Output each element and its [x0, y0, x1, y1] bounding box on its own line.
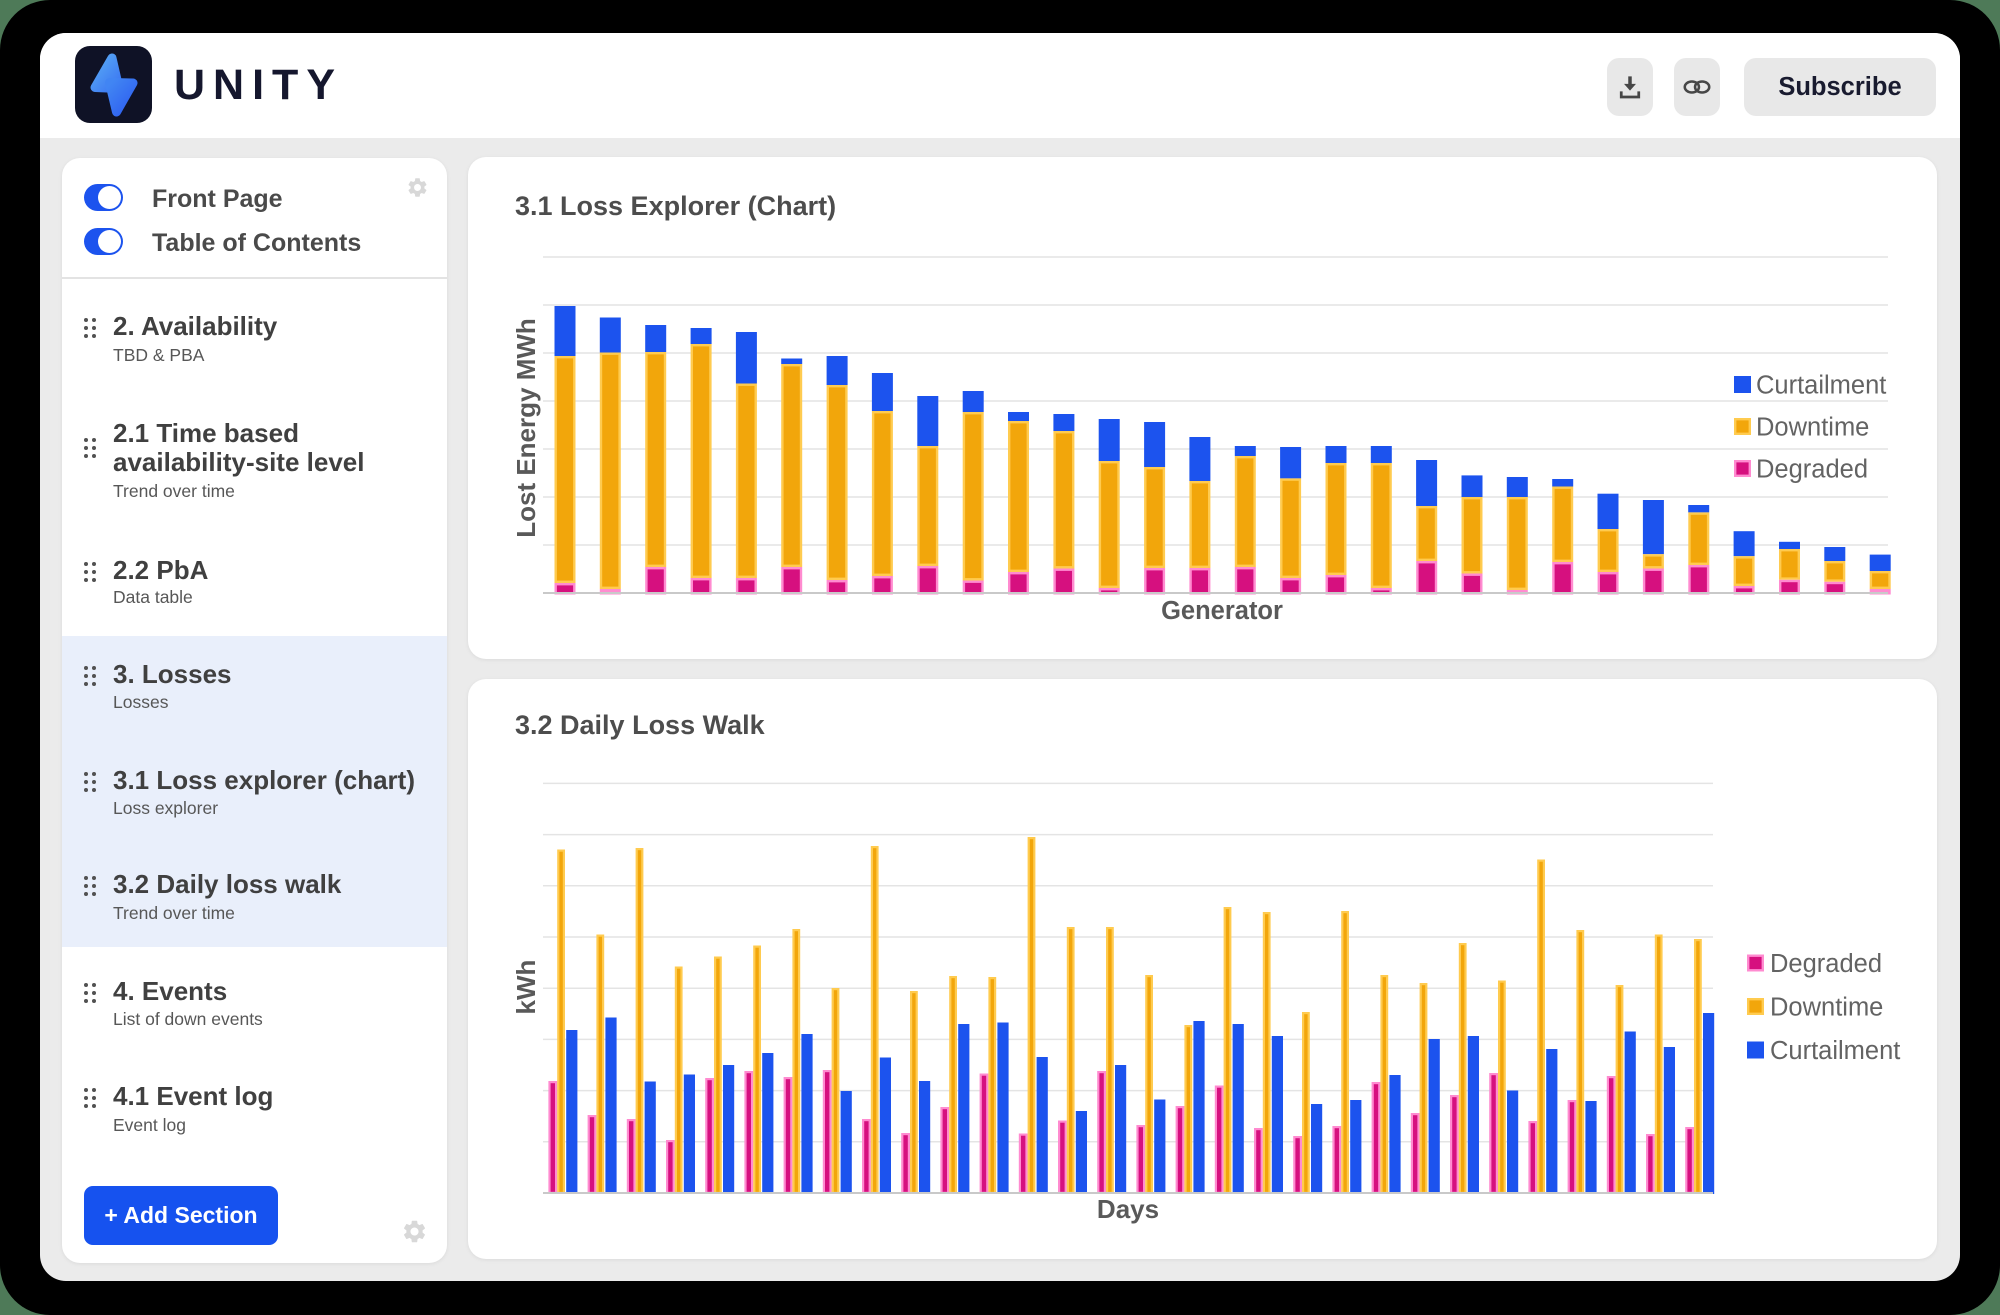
svg-text:Degraded: Degraded — [1756, 456, 1868, 484]
svg-text:3.1 Loss Explorer (Chart): 3.1 Loss Explorer (Chart) — [515, 191, 836, 221]
svg-text:Degraded: Degraded — [1770, 950, 1882, 978]
svg-text:Downtime: Downtime — [1770, 994, 1883, 1022]
svg-text:3.2 Daily Loss Walk: 3.2 Daily Loss Walk — [515, 710, 766, 740]
svg-text:Days: Days — [1097, 1194, 1159, 1224]
svg-text:Curtailment: Curtailment — [1770, 1037, 1900, 1065]
svg-text:kWh: kWh — [511, 960, 541, 1015]
svg-text:Curtailment: Curtailment — [1756, 372, 1886, 400]
svg-text:Lost Energy MWh: Lost Energy MWh — [511, 318, 541, 538]
svg-text:Downtime: Downtime — [1756, 414, 1869, 442]
svg-text:Generator: Generator — [1161, 597, 1283, 625]
